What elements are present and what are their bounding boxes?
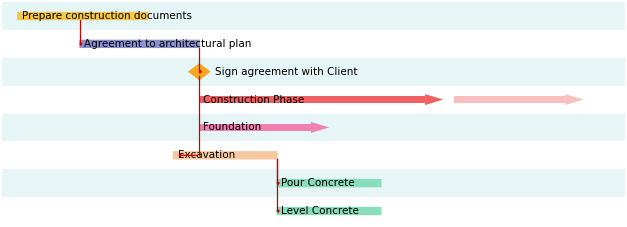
Text: Level Concrete: Level Concrete — [282, 206, 359, 216]
FancyBboxPatch shape — [277, 179, 381, 187]
Text: Excavation: Excavation — [177, 150, 234, 160]
FancyBboxPatch shape — [173, 151, 278, 159]
Bar — [2, 114, 625, 141]
Polygon shape — [565, 94, 583, 105]
Bar — [2, 197, 625, 225]
Bar — [2, 58, 625, 86]
FancyBboxPatch shape — [17, 12, 148, 20]
Text: Agreement to architectural plan: Agreement to architectural plan — [84, 39, 251, 49]
Polygon shape — [311, 122, 329, 133]
Polygon shape — [188, 63, 211, 80]
Bar — [2, 86, 625, 114]
Bar — [2, 2, 625, 30]
Bar — [2, 141, 625, 169]
Text: Pour Concrete: Pour Concrete — [282, 178, 355, 188]
Bar — [454, 96, 565, 104]
Text: Prepare construction documents: Prepare construction documents — [22, 11, 192, 21]
Text: Sign agreement with Client: Sign agreement with Client — [215, 67, 357, 77]
FancyBboxPatch shape — [80, 40, 200, 48]
Polygon shape — [425, 94, 443, 105]
Bar — [199, 123, 311, 131]
Bar — [199, 96, 425, 104]
Text: Foundation: Foundation — [204, 122, 261, 132]
Text: Construction Phase: Construction Phase — [204, 95, 305, 105]
Bar — [2, 169, 625, 197]
FancyBboxPatch shape — [277, 207, 381, 215]
Bar — [2, 30, 625, 58]
